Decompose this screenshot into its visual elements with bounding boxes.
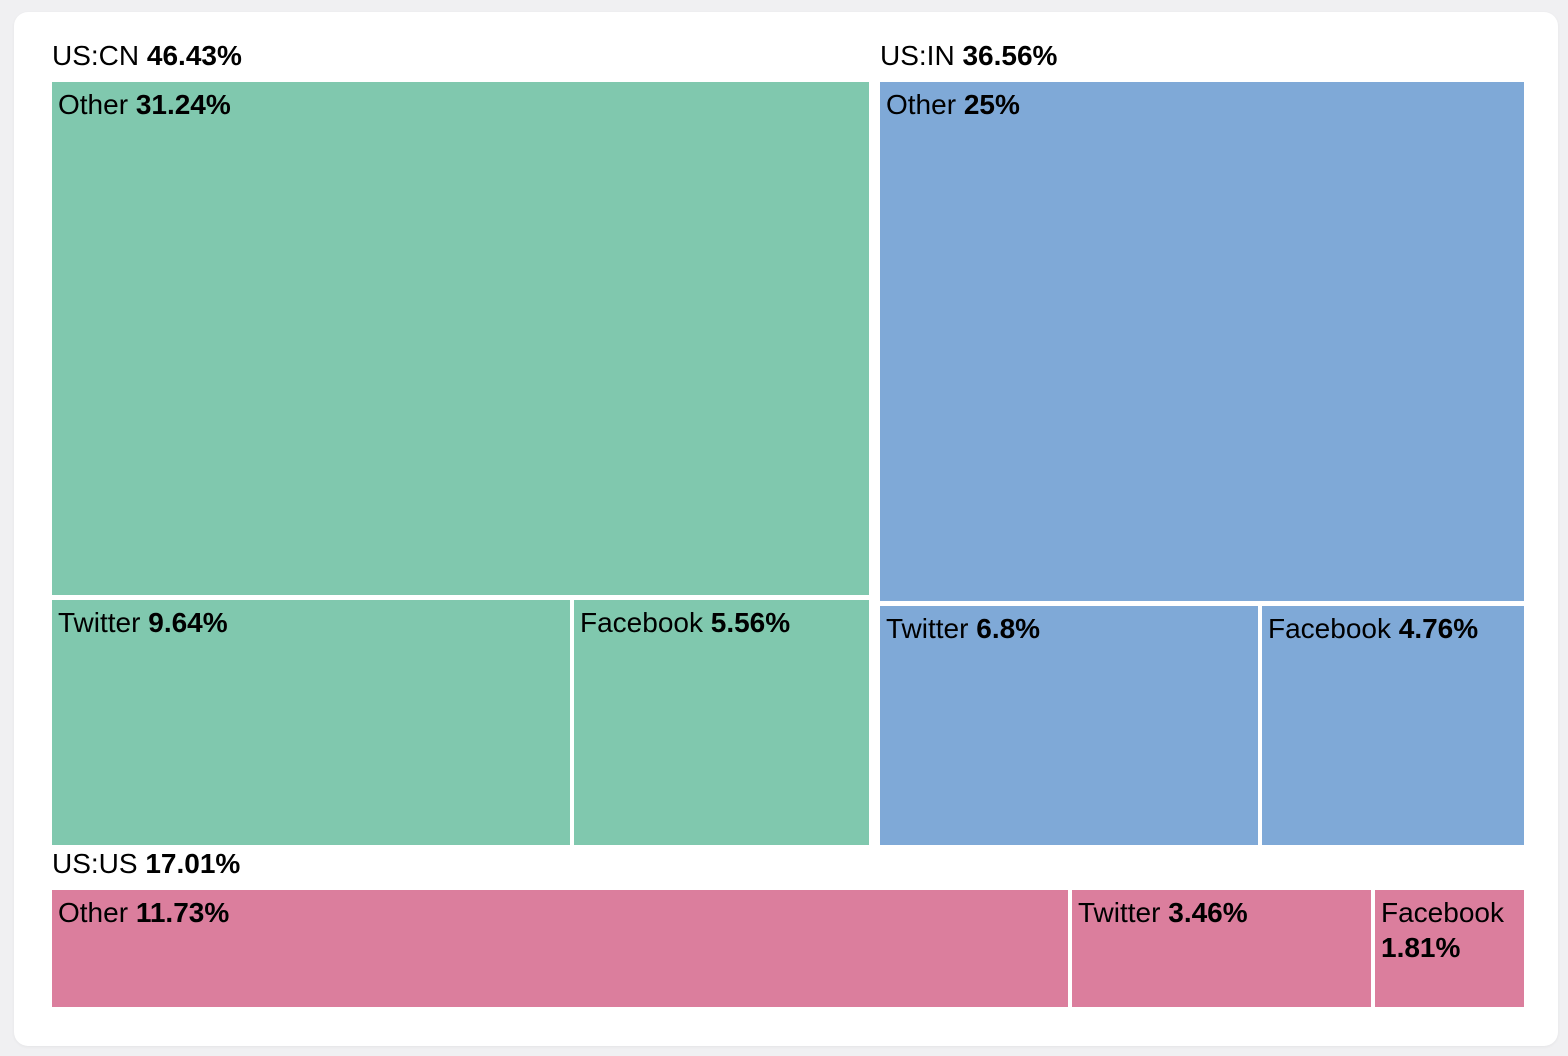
cell-category: Facebook	[1381, 897, 1504, 928]
cell-category: Other	[58, 89, 129, 120]
chart-card: US:CN 46.43% Other 31.24% Twitter 9.64% …	[14, 12, 1558, 1046]
treemap-chart: US:CN 46.43% Other 31.24% Twitter 9.64% …	[14, 12, 1558, 1046]
treemap-cell-usin-other[interactable]: Other 25%	[880, 82, 1524, 601]
group-label: US:US	[52, 848, 138, 879]
cell-label: Twitter 6.8%	[880, 606, 1258, 646]
treemap-cell-usus-other[interactable]: Other 11.73%	[52, 890, 1068, 1007]
cell-value: 25%	[963, 89, 1020, 120]
cell-category: Facebook	[580, 607, 703, 638]
treemap-cell-uscn-other[interactable]: Other 31.24%	[52, 82, 869, 595]
cell-category: Other	[58, 897, 129, 928]
cell-label: Other 31.24%	[52, 82, 869, 122]
cell-value: 9.64%	[148, 607, 228, 638]
cell-label: Other 25%	[880, 82, 1524, 122]
group-header-usin: US:IN 36.56%	[880, 38, 1057, 74]
cell-value: 1.81%	[1381, 932, 1461, 963]
group-value: 36.56%	[962, 40, 1058, 71]
treemap-cell-usin-twitter[interactable]: Twitter 6.8%	[880, 606, 1258, 845]
cell-category: Twitter	[1078, 897, 1161, 928]
cell-label: Facebook 1.81%	[1375, 890, 1524, 965]
treemap-cell-usin-facebook[interactable]: Facebook 4.76%	[1262, 606, 1524, 845]
group-header-uscn: US:CN 46.43%	[52, 38, 242, 74]
group-value: 46.43%	[146, 40, 242, 71]
group-value: 17.01%	[145, 848, 241, 879]
cell-value: 6.8%	[976, 613, 1041, 644]
cell-category: Other	[886, 89, 957, 120]
cell-category: Twitter	[58, 607, 141, 638]
cell-label: Twitter 9.64%	[52, 600, 570, 640]
group-header-usus: US:US 17.01%	[52, 846, 240, 882]
treemap-cell-usus-twitter[interactable]: Twitter 3.46%	[1072, 890, 1371, 1007]
treemap-cell-usus-facebook[interactable]: Facebook 1.81%	[1375, 890, 1524, 1007]
cell-label: Twitter 3.46%	[1072, 890, 1371, 930]
cell-value: 3.46%	[1168, 897, 1248, 928]
cell-value: 31.24%	[135, 89, 231, 120]
cell-label: Facebook 5.56%	[574, 600, 869, 640]
cell-category: Twitter	[886, 613, 969, 644]
group-label: US:CN	[52, 40, 140, 71]
cell-value: 5.56%	[710, 607, 791, 638]
cell-label: Facebook 4.76%	[1262, 606, 1524, 646]
cell-category: Facebook	[1268, 613, 1391, 644]
treemap-cell-uscn-facebook[interactable]: Facebook 5.56%	[574, 600, 869, 845]
cell-label: Other 11.73%	[52, 890, 1068, 930]
treemap-cell-uscn-twitter[interactable]: Twitter 9.64%	[52, 600, 570, 845]
group-label: US:IN	[880, 40, 955, 71]
cell-value: 4.76%	[1398, 613, 1479, 644]
cell-value: 11.73%	[135, 897, 230, 928]
